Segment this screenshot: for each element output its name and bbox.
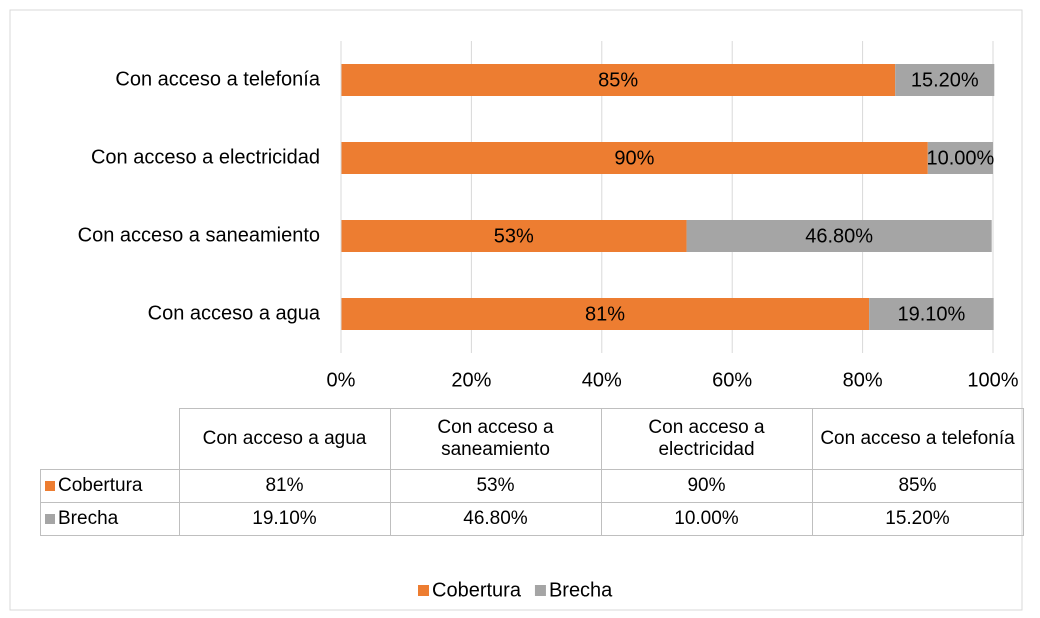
table-row-header: Brecha [40,502,180,536]
table-row-header: Cobertura [40,469,180,503]
legend-swatch [534,585,546,596]
legend-swatch [45,514,55,524]
x-tick-label: 40% [582,369,622,391]
data-label: 46.80% [805,225,873,247]
table-header: Con acceso a electricidad [600,408,813,470]
table-cell: 10.00% [600,502,813,536]
table-cell: 53% [389,469,602,503]
row-label: Cobertura [58,475,143,496]
bar-segment [869,298,994,330]
bar-segment [341,220,687,252]
data-label: 53% [494,225,534,247]
table-cell: 90% [600,469,813,503]
y-tick-label: Con acceso a electricidad [91,146,320,168]
bar-segment [341,298,870,330]
table-row: Cobertura 81% 53% 90% 85% [40,469,1024,503]
bar-segment [895,64,995,96]
data-label: 81% [585,303,625,325]
x-tick-label: 60% [712,369,752,391]
data-table: Con acceso a agua Con acceso a saneamient… [40,408,1024,536]
chart-frame [9,9,1023,611]
table-row: Brecha 19.10% 46.80% 10.00% 15.20% [40,502,1024,536]
data-label: 15.20% [911,69,979,91]
table-cell: 46.80% [389,502,602,536]
data-label: 85% [598,69,638,91]
bar-segment [341,64,896,96]
x-tick-label: 0% [327,369,356,391]
data-label: 19.10% [897,303,965,325]
x-tick-label: 80% [843,369,883,391]
legend-swatch [418,585,429,596]
legend-label: Cobertura [432,579,522,601]
table-cell: 15.20% [811,502,1024,536]
bar-segment [927,142,993,174]
bar-segment [341,142,928,174]
y-tick-label: Con acceso a telefonía [115,68,320,90]
x-tick-label: 100% [967,369,1018,391]
table-cell: 19.10% [178,502,391,536]
legend-label: Brecha [549,579,613,601]
table-cell: 85% [811,469,1024,503]
y-tick-label: Con acceso a saneamiento [78,224,320,246]
table-header: Con acceso a telefonía [811,408,1024,470]
table-header-row: Con acceso a agua Con acceso a saneamient… [40,408,1024,470]
y-tick-label: Con acceso a agua [148,302,321,324]
bar-segment [686,220,992,252]
table-header: Con acceso a agua [178,408,391,470]
row-label: Brecha [58,508,119,529]
data-label: 90% [614,147,654,169]
legend-swatch [45,481,55,491]
table-corner [40,408,180,470]
table-cell: 81% [178,469,391,503]
x-tick-label: 20% [451,369,491,391]
data-label: 10.00% [926,147,994,169]
table-header: Con acceso a saneamiento [389,408,602,470]
